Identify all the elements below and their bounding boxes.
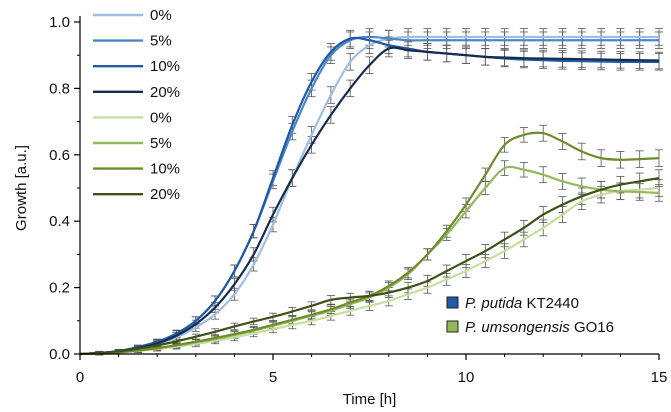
axes: 0 5 10 15 0.0 0.2 0.4 0.6 0.8 1.0 Time [h] Growth [… [13,14,667,408]
species-swatch [446,296,459,309]
legend-item: 0% [93,7,172,24]
legend-item: 5% [93,33,172,50]
y-tick-label: 0.6 [49,147,70,164]
y-tick-label: 0.0 [49,346,70,363]
legend-item: 0% [93,109,172,126]
x-tick-label: 15 [651,369,668,386]
y-axis-title: Growth [a.u.] [13,145,30,231]
species-legend: P. putida KT2440 P. umsongensis GO16 [446,295,614,336]
x-tick-label: 0 [76,369,84,386]
x-tick-label: 5 [269,369,277,386]
x-tick-label: 10 [458,369,475,386]
legend-label: 10% [150,58,180,75]
species-legend-item: P. putida KT2440 [446,295,579,312]
legend-item: 20% [93,84,180,101]
legend-label: 20% [150,186,180,203]
legend-item: 5% [93,135,172,152]
legend-label: 0% [150,109,172,126]
legend-item: 20% [93,186,180,203]
legend-label: 20% [150,84,180,101]
series-line [79,36,659,356]
species-swatch [446,320,459,333]
legend-label: 0% [150,7,172,24]
y-tick-label: 0.8 [49,80,70,97]
series-lines [79,35,660,356]
x-axis-title: Time [h] [343,391,397,408]
legend: 0% 5% 10% 20% 0% 5% 10% 20% [93,7,180,203]
legend-label: 10% [150,161,180,178]
series-line [79,35,659,356]
legend-label: 5% [150,33,172,50]
species-legend-item: P. umsongensis GO16 [446,319,614,336]
legend-label: 5% [150,135,172,152]
legend-item: 10% [93,58,180,75]
species-label: P. umsongensis GO16 [465,319,614,336]
y-tick-label: 0.2 [49,280,70,297]
y-tick-label: 1.0 [49,14,70,31]
legend-item: 10% [93,161,180,178]
species-label: P. putida KT2440 [465,295,579,312]
series-line [79,46,660,356]
series-line [79,176,660,356]
y-tick-label: 0.4 [49,213,70,230]
